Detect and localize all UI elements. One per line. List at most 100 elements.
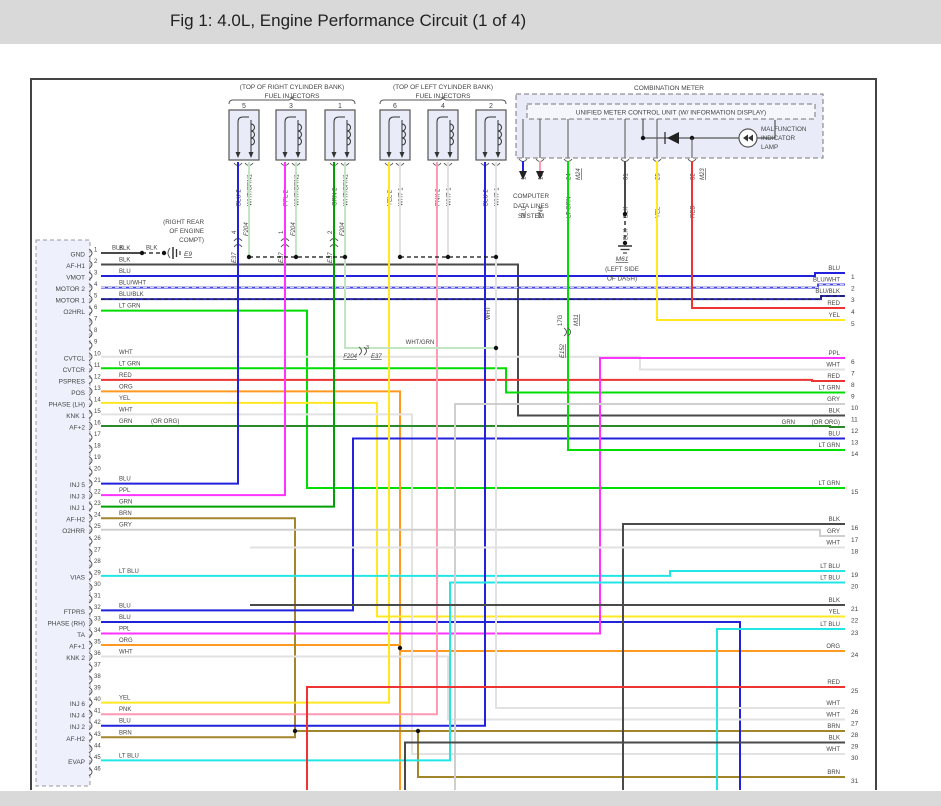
ecm-pin-number: 38 (94, 674, 101, 680)
ecm-pin-number: 34 (94, 628, 101, 634)
right-pin-number: 5 (851, 321, 855, 328)
wire-label: (OR ORG) (151, 419, 179, 425)
right-pin-number: 28 (851, 732, 859, 739)
wire-label: YEL (829, 313, 841, 319)
wire-label: WHT (119, 350, 133, 356)
connector-id: E9 (184, 251, 192, 258)
pin-bracket (88, 698, 93, 708)
wire-yel (656, 161, 845, 321)
injector-coil-symbol (250, 123, 255, 146)
arrow-down-icon (282, 152, 288, 158)
wire-brn (417, 731, 845, 778)
wire-label: BLU/WHT (119, 281, 146, 287)
connector-id: F204 (343, 354, 357, 360)
wire-label: LT BLU (119, 569, 139, 575)
wire-blk (404, 741, 845, 790)
ecm-pin-label: MOTOR 2 (56, 286, 86, 293)
wire-label: WHT (826, 701, 840, 707)
ecm-pin-label: PHASE (RH) (47, 620, 85, 627)
ecm-pin-label: INJ 2 (70, 724, 86, 731)
mil-label: LAMP (761, 144, 778, 151)
ecm-pin-number: 41 (94, 709, 101, 715)
pin-bracket (88, 490, 93, 500)
wire-label: LT GRN (819, 386, 840, 392)
right-pin-number: 25 (851, 688, 859, 695)
wire-label: RED (827, 680, 840, 686)
wire-blk (622, 523, 845, 790)
injector-coil-symbol (484, 116, 496, 153)
wire-label: ORG (826, 644, 840, 650)
pin-bracket (88, 594, 93, 604)
right-pin-number: 20 (851, 584, 859, 591)
pin-bracket (88, 375, 93, 385)
ecm-pin-number: 13 (94, 386, 101, 392)
arrow-down-icon (331, 152, 337, 158)
wire-label: BLK (829, 598, 840, 604)
injector-coil-symbol (388, 116, 400, 153)
junction-dot (342, 254, 348, 260)
connector-pin-number: 4 (232, 230, 238, 234)
ecm-pin-label: INJ 3 (70, 494, 86, 501)
arrow-down-icon (399, 152, 405, 158)
wire-label: LT BLU (119, 753, 139, 759)
pin-bracket (88, 386, 93, 396)
wire-label: RED (827, 374, 840, 380)
ecm-pin-label: PSPRES (59, 378, 86, 385)
connector-id: M61 (616, 256, 629, 263)
right-pin-number: 21 (851, 606, 859, 613)
right-pin-number: 27 (851, 721, 859, 728)
pin-bracket (88, 248, 93, 258)
wire-label: BLK (624, 229, 630, 240)
right-pin-number: 29 (851, 744, 859, 751)
arrow-down-icon (495, 152, 501, 158)
wire-label: BLU/BLK (815, 289, 840, 295)
wire-label: GRN (119, 500, 132, 506)
pin-bracket (88, 721, 93, 731)
ecm-pin-number: 5 (94, 294, 98, 300)
ecm-pin-number: 6 (94, 305, 98, 311)
ecm-pin-number: 10 (94, 351, 101, 357)
figure-title: Fig 1: 4.0L, Engine Performance Circuit … (170, 11, 527, 30)
junction-dot (622, 240, 628, 246)
ecm-pin-label: KNK 1 (66, 413, 85, 420)
injector-number: 6 (393, 103, 397, 110)
wire-blu_blk (101, 295, 845, 301)
wire-label: YEL (119, 396, 131, 402)
wire-label: WHT (826, 713, 840, 719)
injector-coil-symbol (436, 116, 448, 153)
ecm-pin-number: 28 (94, 559, 101, 565)
arrow-down-icon (536, 171, 544, 180)
pin-bracket (88, 398, 93, 408)
wire-blu_wht (101, 283, 845, 289)
wire-label: PNK 2 (436, 188, 442, 206)
pin-bracket (88, 582, 93, 592)
ecm-pin-number: 1 (94, 248, 98, 254)
meter-pin-number: 24 (567, 173, 573, 180)
wire-label: BRN (119, 511, 132, 517)
ecm-pin-number: 4 (94, 282, 98, 288)
computer-data-lines-label: COMPUTER (513, 193, 549, 200)
wire-blk (101, 263, 845, 417)
wire-label: WHT 1 (447, 187, 453, 206)
connector-id: E152 (560, 343, 566, 358)
pin-bracket (88, 444, 93, 454)
wire-ppl (101, 357, 845, 635)
wire-grn (101, 162, 335, 508)
injector-coil-symbol (297, 123, 302, 146)
ecm-pin-number: 7 (94, 317, 98, 323)
pin-bracket (88, 755, 93, 765)
junction-dot (292, 728, 298, 734)
ecm-pin-number: 20 (94, 467, 101, 473)
wire-label: WHT (826, 747, 840, 753)
ground-location: (LEFT SIDE (605, 266, 639, 273)
pin-bracket (88, 421, 93, 431)
wire-label: YEL (656, 206, 662, 218)
wire-label: GRY (119, 523, 132, 529)
ecm-pin-number: 45 (94, 755, 101, 761)
wire-wht (101, 413, 845, 755)
ecm-connector-box (35, 239, 91, 787)
ecm-pin-label: VIAS (70, 574, 85, 581)
wire-label: BLU (119, 603, 131, 609)
junction-dot (622, 211, 628, 217)
wire-label: LT BLU (820, 564, 840, 570)
